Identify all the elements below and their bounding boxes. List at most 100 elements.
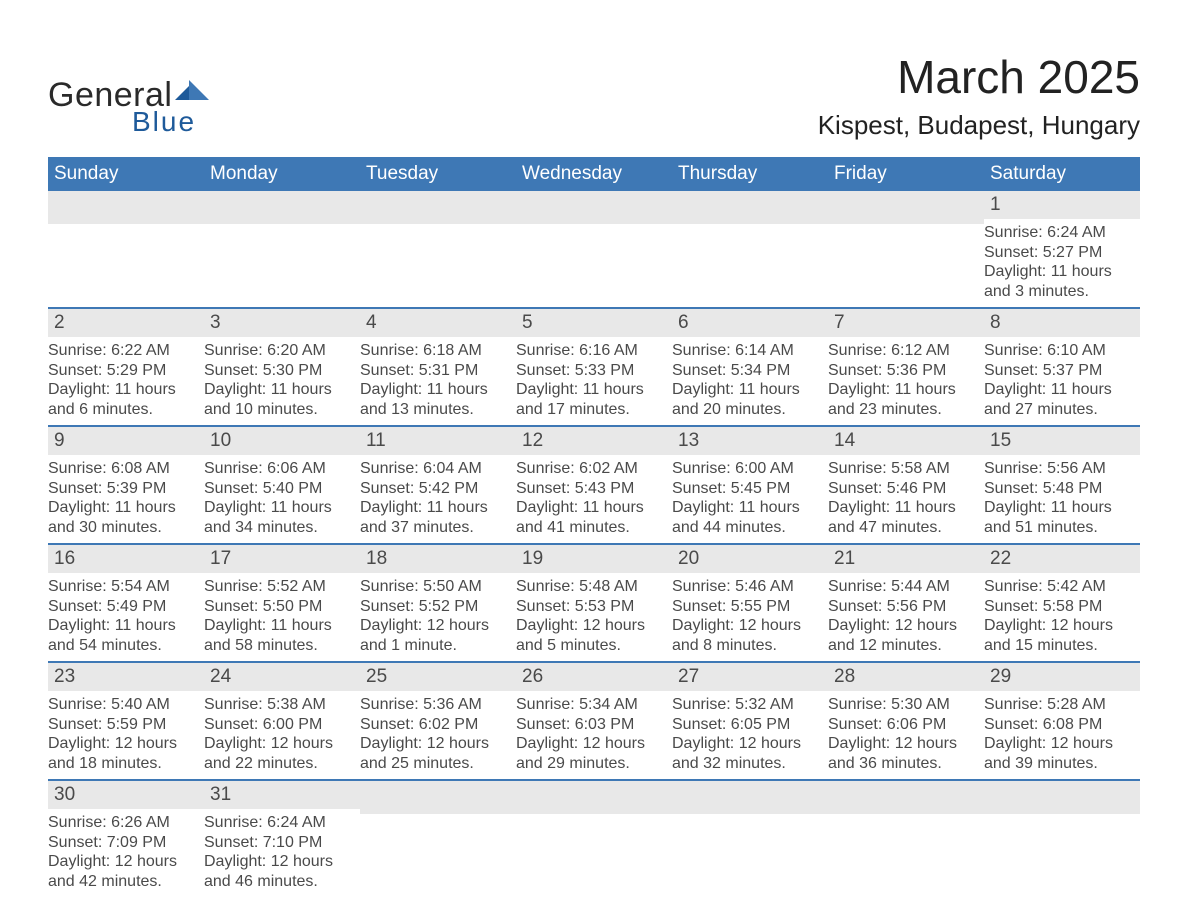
day-dl2: and 18 minutes. [48,754,204,774]
calendar-cell [828,191,984,308]
day-info: Sunrise: 5:32 AMSunset: 6:05 PMDaylight:… [672,691,828,779]
day-number: 27 [672,663,828,691]
day-number [360,191,516,224]
header-block: General Blue March 2025 Kispest, Budapes… [48,50,1140,141]
calendar-cell: 20Sunrise: 5:46 AMSunset: 5:55 PMDayligh… [672,544,828,662]
calendar-cell [48,191,204,308]
day-info: Sunrise: 5:52 AMSunset: 5:50 PMDaylight:… [204,573,360,661]
day-dl1: Daylight: 12 hours [516,734,672,754]
page-subtitle: Kispest, Budapest, Hungary [818,110,1140,141]
day-number: 7 [828,309,984,337]
header-row: Sunday Monday Tuesday Wednesday Thursday… [48,157,1140,191]
calendar-cell: 9Sunrise: 6:08 AMSunset: 5:39 PMDaylight… [48,426,204,544]
day-sunrise: Sunrise: 5:40 AM [48,695,204,715]
day-number [516,191,672,224]
day-number: 11 [360,427,516,455]
col-friday: Friday [828,157,984,191]
day-dl2: and 34 minutes. [204,518,360,538]
day-number: 22 [984,545,1140,573]
day-sunrise: Sunrise: 5:46 AM [672,577,828,597]
calendar-cell: 18Sunrise: 5:50 AMSunset: 5:52 PMDayligh… [360,544,516,662]
day-sunrise: Sunrise: 5:36 AM [360,695,516,715]
col-thursday: Thursday [672,157,828,191]
day-info: Sunrise: 5:38 AMSunset: 6:00 PMDaylight:… [204,691,360,779]
calendar-cell: 12Sunrise: 6:02 AMSunset: 5:43 PMDayligh… [516,426,672,544]
day-dl2: and 42 minutes. [48,872,204,892]
day-info: Sunrise: 6:04 AMSunset: 5:42 PMDaylight:… [360,455,516,543]
day-sunrise: Sunrise: 6:02 AM [516,459,672,479]
day-info: Sunrise: 5:48 AMSunset: 5:53 PMDaylight:… [516,573,672,661]
day-sunset: Sunset: 5:36 PM [828,361,984,381]
day-number: 24 [204,663,360,691]
day-sunrise: Sunrise: 5:34 AM [516,695,672,715]
day-number: 30 [48,781,204,809]
day-sunset: Sunset: 5:40 PM [204,479,360,499]
calendar-cell: 31Sunrise: 6:24 AMSunset: 7:10 PMDayligh… [204,780,360,897]
day-dl2: and 51 minutes. [984,518,1140,538]
day-dl2: and 1 minute. [360,636,516,656]
calendar-cell [828,780,984,897]
day-dl2: and 32 minutes. [672,754,828,774]
day-sunset: Sunset: 5:52 PM [360,597,516,617]
day-number [984,781,1140,814]
table-row: 30Sunrise: 6:26 AMSunset: 7:09 PMDayligh… [48,780,1140,897]
day-sunset: Sunset: 5:31 PM [360,361,516,381]
day-info: Sunrise: 6:20 AMSunset: 5:30 PMDaylight:… [204,337,360,425]
calendar-cell [672,780,828,897]
day-info [204,224,360,234]
day-number: 6 [672,309,828,337]
day-info: Sunrise: 5:46 AMSunset: 5:55 PMDaylight:… [672,573,828,661]
calendar-cell: 10Sunrise: 6:06 AMSunset: 5:40 PMDayligh… [204,426,360,544]
calendar-cell: 5Sunrise: 6:16 AMSunset: 5:33 PMDaylight… [516,308,672,426]
calendar-cell [516,780,672,897]
calendar-cell: 22Sunrise: 5:42 AMSunset: 5:58 PMDayligh… [984,544,1140,662]
day-number [516,781,672,814]
day-dl1: Daylight: 12 hours [48,734,204,754]
day-dl1: Daylight: 11 hours [360,498,516,518]
day-dl2: and 15 minutes. [984,636,1140,656]
day-sunset: Sunset: 5:34 PM [672,361,828,381]
day-number [828,191,984,224]
col-monday: Monday [204,157,360,191]
calendar-cell: 26 Sunrise: 5:34 AMSunset: 6:03 PMDayligh… [516,662,672,780]
day-sunrise: Sunrise: 6:06 AM [204,459,360,479]
calendar-cell: 25Sunrise: 5:36 AMSunset: 6:02 PMDayligh… [360,662,516,780]
calendar-cell: 27Sunrise: 5:32 AMSunset: 6:05 PMDayligh… [672,662,828,780]
day-info: Sunrise: 5:28 AMSunset: 6:08 PMDaylight:… [984,691,1140,779]
day-sunset: Sunset: 6:03 PM [516,715,672,735]
day-info: Sunrise: 5:54 AMSunset: 5:49 PMDaylight:… [48,573,204,661]
day-sunset: Sunset: 6:08 PM [984,715,1140,735]
day-info [984,814,1140,824]
day-dl1: Daylight: 11 hours [984,380,1140,400]
day-info: Sunrise: 6:16 AMSunset: 5:33 PMDaylight:… [516,337,672,425]
day-dl1: Daylight: 12 hours [984,734,1140,754]
day-info: Sunrise: 6:00 AMSunset: 5:45 PMDaylight:… [672,455,828,543]
day-number: 5 [516,309,672,337]
day-number: 25 [360,663,516,691]
calendar-cell: 3Sunrise: 6:20 AMSunset: 5:30 PMDaylight… [204,308,360,426]
calendar-cell: 16Sunrise: 5:54 AMSunset: 5:49 PMDayligh… [48,544,204,662]
day-dl2: and 54 minutes. [48,636,204,656]
day-dl1: Daylight: 11 hours [672,380,828,400]
day-sunset: Sunset: 5:37 PM [984,361,1140,381]
day-info: Sunrise: 5:56 AMSunset: 5:48 PMDaylight:… [984,455,1140,543]
day-dl2: and 29 minutes. [516,754,672,774]
day-sunrise: Sunrise: 6:00 AM [672,459,828,479]
table-row: 9Sunrise: 6:08 AMSunset: 5:39 PMDaylight… [48,426,1140,544]
day-dl2: and 36 minutes. [828,754,984,774]
calendar-cell: 17Sunrise: 5:52 AMSunset: 5:50 PMDayligh… [204,544,360,662]
day-dl1: Daylight: 12 hours [360,616,516,636]
day-info [360,224,516,234]
day-dl2: and 3 minutes. [984,282,1140,302]
calendar-cell: 13Sunrise: 6:00 AMSunset: 5:45 PMDayligh… [672,426,828,544]
day-info: Sunrise: 6:18 AMSunset: 5:31 PMDaylight:… [360,337,516,425]
day-number: 28 [828,663,984,691]
day-info: Sunrise: 6:10 AMSunset: 5:37 PMDaylight:… [984,337,1140,425]
calendar-cell [360,780,516,897]
day-sunset: Sunset: 7:10 PM [204,833,360,853]
calendar-cell: 23Sunrise: 5:40 AMSunset: 5:59 PMDayligh… [48,662,204,780]
day-sunrise: Sunrise: 5:38 AM [204,695,360,715]
day-number: 26 [516,663,672,691]
day-number: 1 [984,191,1140,219]
day-dl1: Daylight: 11 hours [204,616,360,636]
